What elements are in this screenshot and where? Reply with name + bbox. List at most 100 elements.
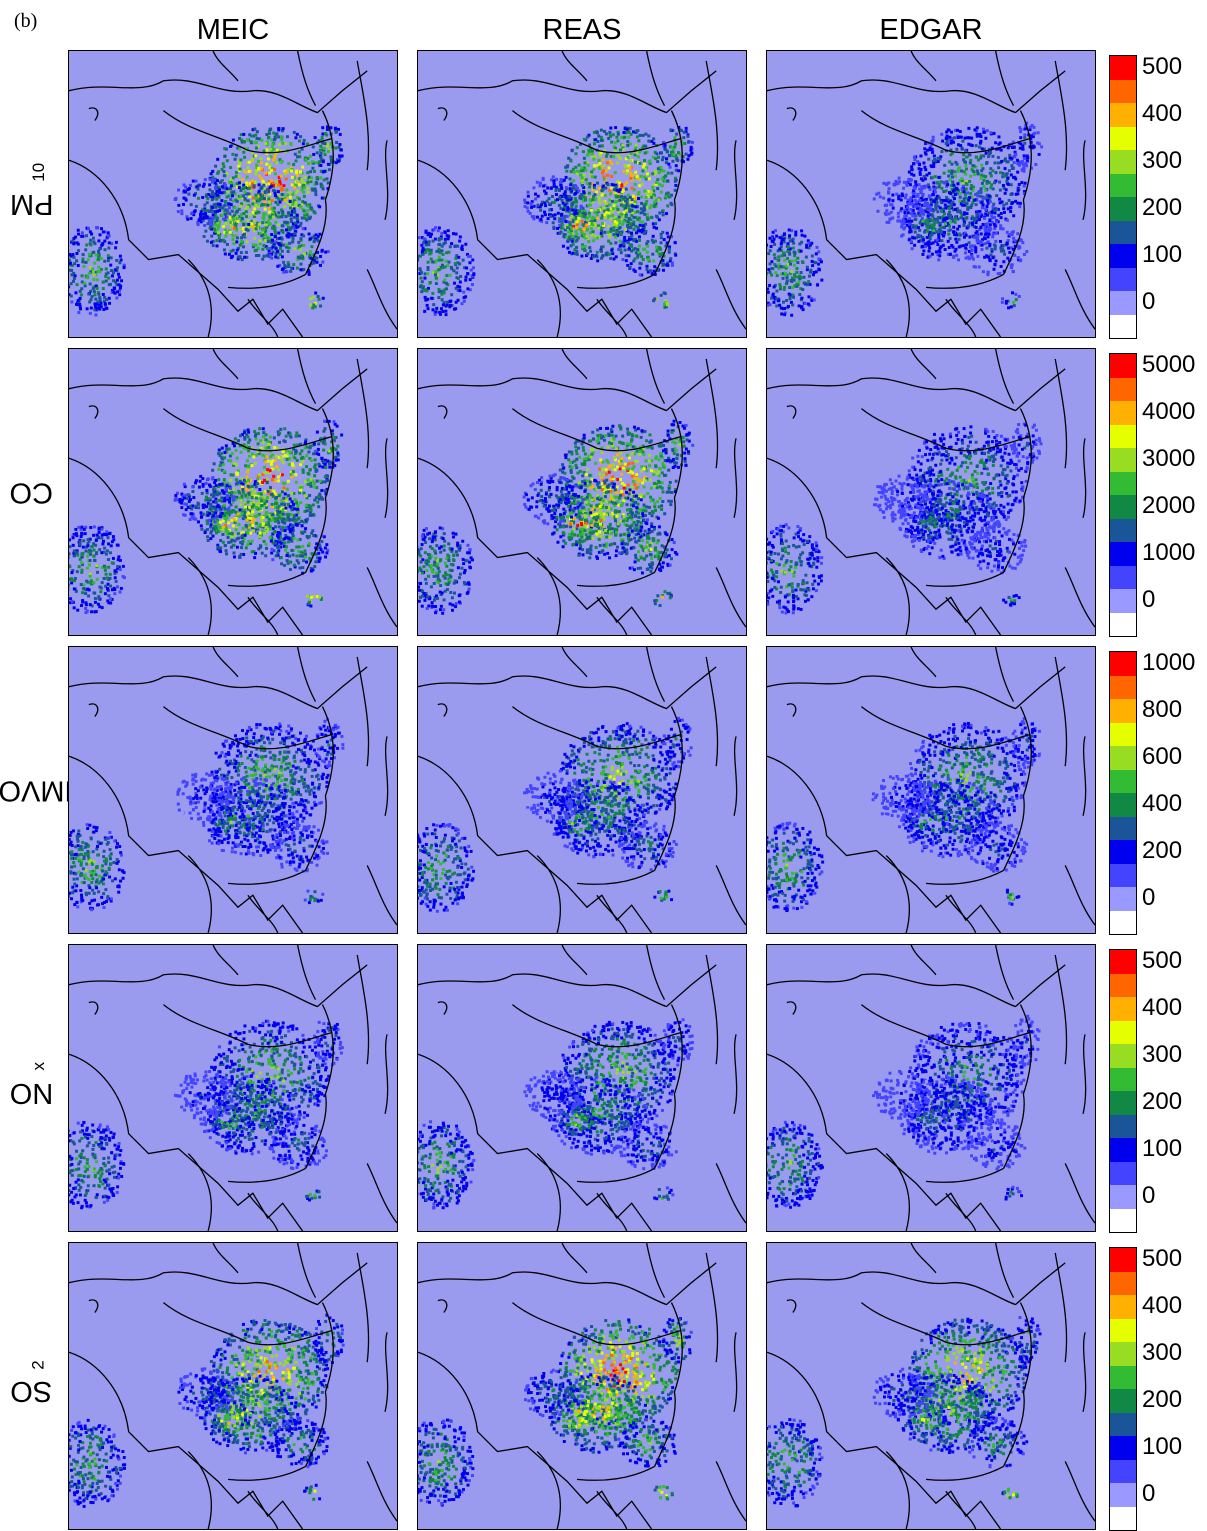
colorbar-tick-label: 0 [1142,290,1155,314]
column-title-reas: REAS [417,14,747,47]
colorbar-tick-label: 300 [1142,149,1182,173]
colorbar-swatch [1110,472,1136,496]
map-reas-so2 [417,1242,747,1530]
colorbar-swatch [1110,1507,1136,1531]
colorbar-swatch [1110,1068,1136,1092]
map-edgar-co [766,348,1096,636]
emission-map [69,1243,397,1529]
colorbar-swatch [1110,401,1136,425]
coastline-borders [767,51,1095,337]
colorbar-swatch [1110,291,1136,315]
colorbar-swatch [1110,197,1136,221]
map-reas-nox [417,944,747,1232]
colorbar-swatch [1110,448,1136,472]
map-reas-nmvoc [417,646,747,934]
map-meic-co [68,348,398,636]
colorbar-pm10 [1109,55,1137,339]
colorbar-tick-label: 4000 [1142,400,1195,424]
colorbar-tick-label: 200 [1142,1388,1182,1412]
row-label-co: CO [0,348,64,636]
colorbar-swatch [1110,1272,1136,1296]
colorbar-swatch [1110,56,1136,80]
colorbar-tick-label: 400 [1142,1294,1182,1318]
colorbar-swatch [1110,840,1136,864]
colorbar-swatch [1110,103,1136,127]
map-meic-nox [68,944,398,1232]
colorbar-swatch [1110,566,1136,590]
emission-map [418,51,746,337]
colorbar-tick-label: 200 [1142,196,1182,220]
map-meic-so2 [68,1242,398,1530]
map-edgar-nox [766,944,1096,1232]
colorbar-swatch [1110,315,1136,339]
colorbar-tick-label: 800 [1142,698,1182,722]
row-label-nox: NOx [0,944,64,1232]
colorbar-tick-label: 200 [1142,1090,1182,1114]
colorbar-swatch [1110,80,1136,104]
colorbar-swatch [1110,150,1136,174]
emission-map [767,349,1095,635]
colorbar-swatch [1110,268,1136,292]
map-edgar-so2 [766,1242,1096,1530]
colorbar-tick-label: 500 [1142,949,1182,973]
emission-map [418,1243,746,1529]
colorbar-tick-label: 0 [1142,1482,1155,1506]
colorbar-tick-label: 300 [1142,1341,1182,1365]
colorbar-swatch [1110,746,1136,770]
colorbar-nmvoc [1109,651,1137,935]
colorbar-swatch [1110,1319,1136,1343]
map-edgar-pm10 [766,50,1096,338]
colorbar-swatch [1110,1483,1136,1507]
emission-map [69,647,397,933]
row-label-so2: SO2 [0,1242,64,1530]
emission-map [767,51,1095,337]
coastline-borders [418,647,746,933]
coastline-borders [69,647,397,933]
colorbar-swatch [1110,887,1136,911]
emission-map [69,945,397,1231]
emission-map [767,945,1095,1231]
colorbar-swatch [1110,613,1136,637]
colorbar-swatch [1110,1413,1136,1437]
colorbar-swatch [1110,1295,1136,1319]
colorbar-swatch [1110,378,1136,402]
colorbar-so2 [1109,1247,1137,1531]
colorbar-swatch [1110,1044,1136,1068]
colorbar-tick-label: 300 [1142,1043,1182,1067]
colorbar-swatch [1110,589,1136,613]
colorbar-tick-label: 1000 [1142,651,1195,675]
colorbar-swatch [1110,495,1136,519]
colorbar-swatch [1110,1115,1136,1139]
colorbar-swatch [1110,1162,1136,1186]
colorbar-tick-label: 1000 [1142,541,1195,565]
colorbar-swatch [1110,817,1136,841]
map-meic-nmvoc [68,646,398,934]
colorbar-tick-label: 100 [1142,1435,1182,1459]
colorbar-swatch [1110,676,1136,700]
colorbar-tick-label: 2000 [1142,494,1195,518]
colorbar-swatch [1110,652,1136,676]
colorbar-swatch [1110,1091,1136,1115]
emission-map [69,349,397,635]
colorbar-tick-label: 0 [1142,588,1155,612]
map-edgar-nmvoc [766,646,1096,934]
column-title-meic: MEIC [68,14,398,47]
colorbar-swatch [1110,1366,1136,1390]
colorbar-tick-label: 3000 [1142,447,1195,471]
colorbar-swatch [1110,127,1136,151]
colorbar-tick-label: 500 [1142,55,1182,79]
colorbar-swatch [1110,542,1136,566]
emission-map [69,51,397,337]
emission-map [418,647,746,933]
colorbar-swatch [1110,1248,1136,1272]
colorbar-swatch [1110,770,1136,794]
column-title-edgar: EDGAR [766,14,1096,47]
coastline-borders [767,945,1095,1231]
emission-map [767,1243,1095,1529]
colorbar-swatch [1110,244,1136,268]
colorbar-swatch [1110,425,1136,449]
colorbar-tick-label: 200 [1142,839,1182,863]
colorbar-swatch [1110,1342,1136,1366]
colorbar-swatch [1110,974,1136,998]
colorbar-swatch [1110,174,1136,198]
